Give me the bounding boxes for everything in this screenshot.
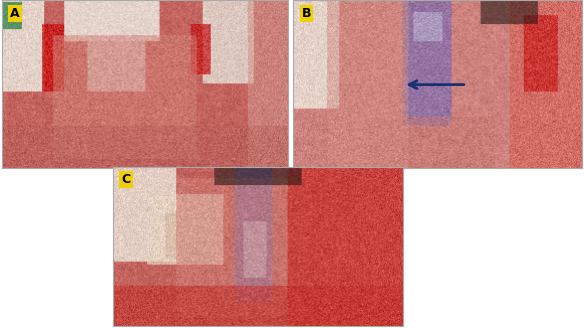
Text: B: B [302,7,311,20]
Text: C: C [121,173,131,186]
Text: A: A [11,7,20,20]
